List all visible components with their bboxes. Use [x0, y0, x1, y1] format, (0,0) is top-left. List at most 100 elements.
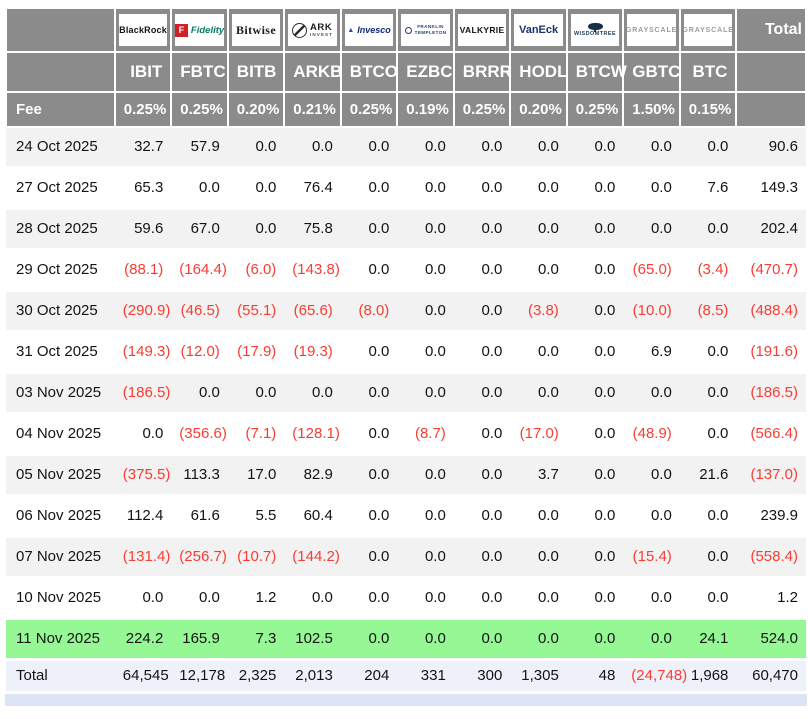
- flow-cell: (7.1): [227, 413, 285, 456]
- flow-cell: 0.0: [566, 413, 624, 456]
- flow-cell: 75.8: [284, 208, 341, 251]
- flow-cell: (128.1): [284, 413, 341, 456]
- fidelity-wordmark: Fidelity: [190, 24, 224, 36]
- flow-cell: 24.1: [679, 618, 737, 661]
- flow-cell: 0.0: [284, 372, 341, 415]
- row-total-cell: (191.6): [736, 331, 806, 374]
- flow-cell: 0.0: [171, 167, 228, 210]
- flow-cell: 0.0: [566, 495, 624, 538]
- flow-cell: 0.0: [171, 372, 228, 415]
- ticker-bitb: BITB: [226, 51, 286, 93]
- flow-cell: 0.0: [623, 577, 680, 620]
- row-total-cell: 524.0: [736, 618, 806, 661]
- flow-cell: (17.9): [227, 331, 285, 374]
- flow-cell: 0.0: [679, 372, 737, 415]
- flow-cell: 0.0: [340, 536, 398, 579]
- ticker-btco: BTCO: [339, 51, 399, 93]
- fee-total-spacer: [735, 91, 807, 128]
- flow-cell: 0.0: [114, 577, 172, 620]
- flow-cell: 0.0: [114, 413, 172, 456]
- fidelity-f-mark-icon: F: [175, 23, 188, 37]
- table-footer-bar: [5, 694, 807, 706]
- flow-cell: 0.0: [397, 208, 454, 251]
- date-cell: 03 Nov 2025: [6, 372, 115, 415]
- table-row: 06 Nov 2025 112.4 61.6 5.5 60.4 0.0 0.0 0.0 0.0 0…: [6, 495, 806, 538]
- invesco-mountain-icon: ▲: [347, 26, 355, 34]
- flow-cell: 1.2: [227, 577, 285, 620]
- flow-cell: 0.0: [453, 454, 511, 497]
- flow-cell: 0.0: [566, 167, 624, 210]
- column-total-cell: 1,968: [679, 659, 737, 691]
- grayscale-logo: GRAYSCALE: [683, 14, 733, 46]
- flow-cell: 0.0: [340, 127, 398, 169]
- flow-cell: (55.1): [227, 290, 285, 333]
- flow-cell: 0.0: [566, 577, 624, 620]
- grayscale-wordmark: GRAYSCALE: [627, 26, 676, 34]
- flow-cell: 0.0: [227, 127, 285, 169]
- date-cell: 06 Nov 2025: [6, 495, 115, 538]
- fee-header-row: Fee 0.25% 0.25% 0.20% 0.21% 0.25% 0.19% 0.25% 0.…: [5, 91, 807, 128]
- flow-cell: 76.4: [284, 167, 341, 210]
- flow-cell: 0.0: [453, 208, 511, 251]
- ticker-ibit: IBIT: [113, 51, 173, 93]
- flow-cell: 0.0: [623, 454, 680, 497]
- table-row: 04 Nov 2025 0.0 (356.6) (7.1) (128.1) 0.0 (8.7…: [6, 413, 806, 456]
- date-cell: 10 Nov 2025: [6, 577, 115, 620]
- logo-cell-btcw: WISDOMTREE: [565, 7, 625, 53]
- flow-cell: 57.9: [171, 127, 228, 169]
- flow-cell: 0.0: [397, 454, 454, 497]
- fidelity-logo: F Fidelity: [175, 14, 224, 46]
- row-total-cell: 202.4: [736, 208, 806, 251]
- flow-cell: 21.6: [679, 454, 737, 497]
- date-cell: 29 Oct 2025: [6, 249, 115, 292]
- table-body: 24 Oct 2025 32.7 57.9 0.0 0.0 0.0 0.0 0.0 0.0 0.0…: [6, 127, 806, 661]
- flow-cell: (10.7): [227, 536, 285, 579]
- flow-cell: (164.4): [171, 249, 228, 292]
- fee-bitb: 0.20%: [226, 91, 286, 128]
- table-header: BlackRock F Fidelity Bitwise ARK INVEST ▲ Inves…: [5, 7, 807, 128]
- flow-cell: (88.1): [114, 249, 172, 292]
- fee-gbtc: 1.50%: [622, 91, 681, 128]
- flow-cell: 0.0: [679, 577, 737, 620]
- flow-cell: 0.0: [453, 413, 511, 456]
- flow-cell: 0.0: [397, 495, 454, 538]
- invesco-logo: ▲ Invesco: [344, 14, 394, 46]
- flow-cell: 0.0: [227, 208, 285, 251]
- logo-header-row: BlackRock F Fidelity Bitwise ARK INVEST ▲ Inves…: [5, 7, 807, 53]
- btc-etf-flow-table: BlackRock F Fidelity Bitwise ARK INVEST ▲ Inves…: [5, 7, 807, 691]
- fee-btc: 0.15%: [678, 91, 738, 128]
- row-total-cell: (558.4): [736, 536, 806, 579]
- fee-hodl: 0.20%: [509, 91, 568, 128]
- table-row: 11 Nov 2025 224.2 165.9 7.3 102.5 0.0 0.0 0.0 0.…: [6, 618, 806, 661]
- flow-cell: (144.2): [284, 536, 341, 579]
- flow-cell: 0.0: [340, 618, 398, 661]
- column-total-cell: 1,305: [510, 659, 567, 691]
- flow-cell: 0.0: [623, 618, 680, 661]
- flow-cell: 0.0: [397, 167, 454, 210]
- ark-circle-icon: [291, 22, 307, 38]
- blackrock-wordmark: BlackRock: [119, 25, 167, 35]
- row-total-cell: (488.4): [736, 290, 806, 333]
- row-total-cell: 90.6: [736, 127, 806, 169]
- ticker-corner-cell: [5, 51, 116, 93]
- flow-cell: 5.5: [227, 495, 285, 538]
- flow-cell: 3.7: [510, 454, 567, 497]
- flow-cell: (143.8): [284, 249, 341, 292]
- flow-cell: 0.0: [623, 208, 680, 251]
- flow-cell: 0.0: [679, 208, 737, 251]
- flow-cell: (186.5): [114, 372, 172, 415]
- flow-cell: 0.0: [510, 577, 567, 620]
- flow-cell: 0.0: [510, 495, 567, 538]
- date-cell: 31 Oct 2025: [6, 331, 115, 374]
- fee-arkb: 0.21%: [283, 91, 342, 128]
- ticker-btc: BTC: [678, 51, 738, 93]
- row-total-cell: (566.4): [736, 413, 806, 456]
- logo-cell-brrr: VALKYRIE: [452, 7, 512, 53]
- flow-cell: 0.0: [453, 618, 511, 661]
- column-total-cell: 2,013: [284, 659, 341, 691]
- flow-cell: 0.0: [397, 372, 454, 415]
- logo-cell-gbtc: GRAYSCALE: [622, 7, 681, 53]
- flow-cell: 0.0: [679, 536, 737, 579]
- flow-cell: 67.0: [171, 208, 228, 251]
